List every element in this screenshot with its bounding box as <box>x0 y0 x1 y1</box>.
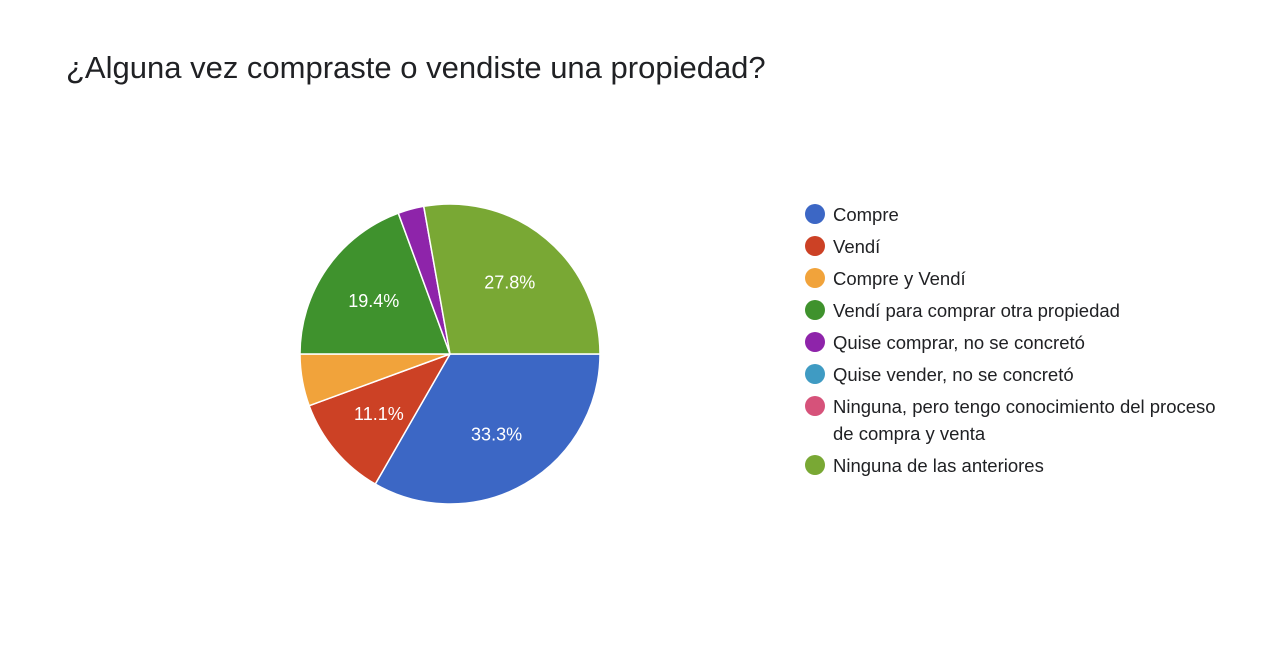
legend-label: Quise vender, no se concretó <box>833 364 1074 385</box>
chart-title: ¿Alguna vez compraste o vendiste una pro… <box>66 50 766 85</box>
slice-label: 11.1% <box>354 404 404 424</box>
legend-swatch-icon <box>805 300 825 320</box>
pie-slice <box>299 212 452 355</box>
slice-label: 33.3% <box>471 424 522 444</box>
legend-swatch-icon <box>805 268 825 288</box>
legend-swatch-icon <box>805 204 825 224</box>
legend-item: Vendí para comprar otra propiedad <box>805 297 1225 324</box>
pie-chart: 33.3% 11.1% 19.4% 27.8% <box>299 203 601 505</box>
legend-swatch-icon <box>805 364 825 384</box>
pie-slice <box>422 203 601 355</box>
legend-item: Vendí <box>805 233 1225 260</box>
legend-swatch-icon <box>805 455 825 475</box>
legend: Compre Vendí Compre y Vendí Vendí para comp… <box>805 201 1225 484</box>
legend-label: Ninguna, pero tengo conocimiento del pro… <box>833 396 1216 444</box>
legend-label: Compre <box>833 204 899 225</box>
legend-swatch-icon <box>805 332 825 352</box>
legend-swatch-icon <box>805 236 825 256</box>
slice-label: 19.4% <box>348 291 399 311</box>
legend-swatch-icon <box>805 396 825 416</box>
pie-slice <box>374 353 601 505</box>
legend-item: Compre y Vendí <box>805 265 1225 292</box>
legend-item: Compre <box>805 201 1225 228</box>
legend-item: Ninguna de las anteriores <box>805 452 1225 479</box>
legend-item: Quise vender, no se concretó <box>805 361 1225 388</box>
legend-item: Ninguna, pero tengo conocimiento del pro… <box>805 393 1225 447</box>
legend-item: Quise comprar, no se concretó <box>805 329 1225 356</box>
legend-label: Vendí <box>833 236 881 257</box>
legend-label: Compre y Vendí <box>833 268 966 289</box>
legend-label: Ninguna de las anteriores <box>833 455 1044 476</box>
legend-label: Vendí para comprar otra propiedad <box>833 300 1120 321</box>
pie-slice <box>308 352 452 486</box>
legend-label: Quise comprar, no se concretó <box>833 332 1085 353</box>
slice-label: 27.8% <box>484 273 535 293</box>
